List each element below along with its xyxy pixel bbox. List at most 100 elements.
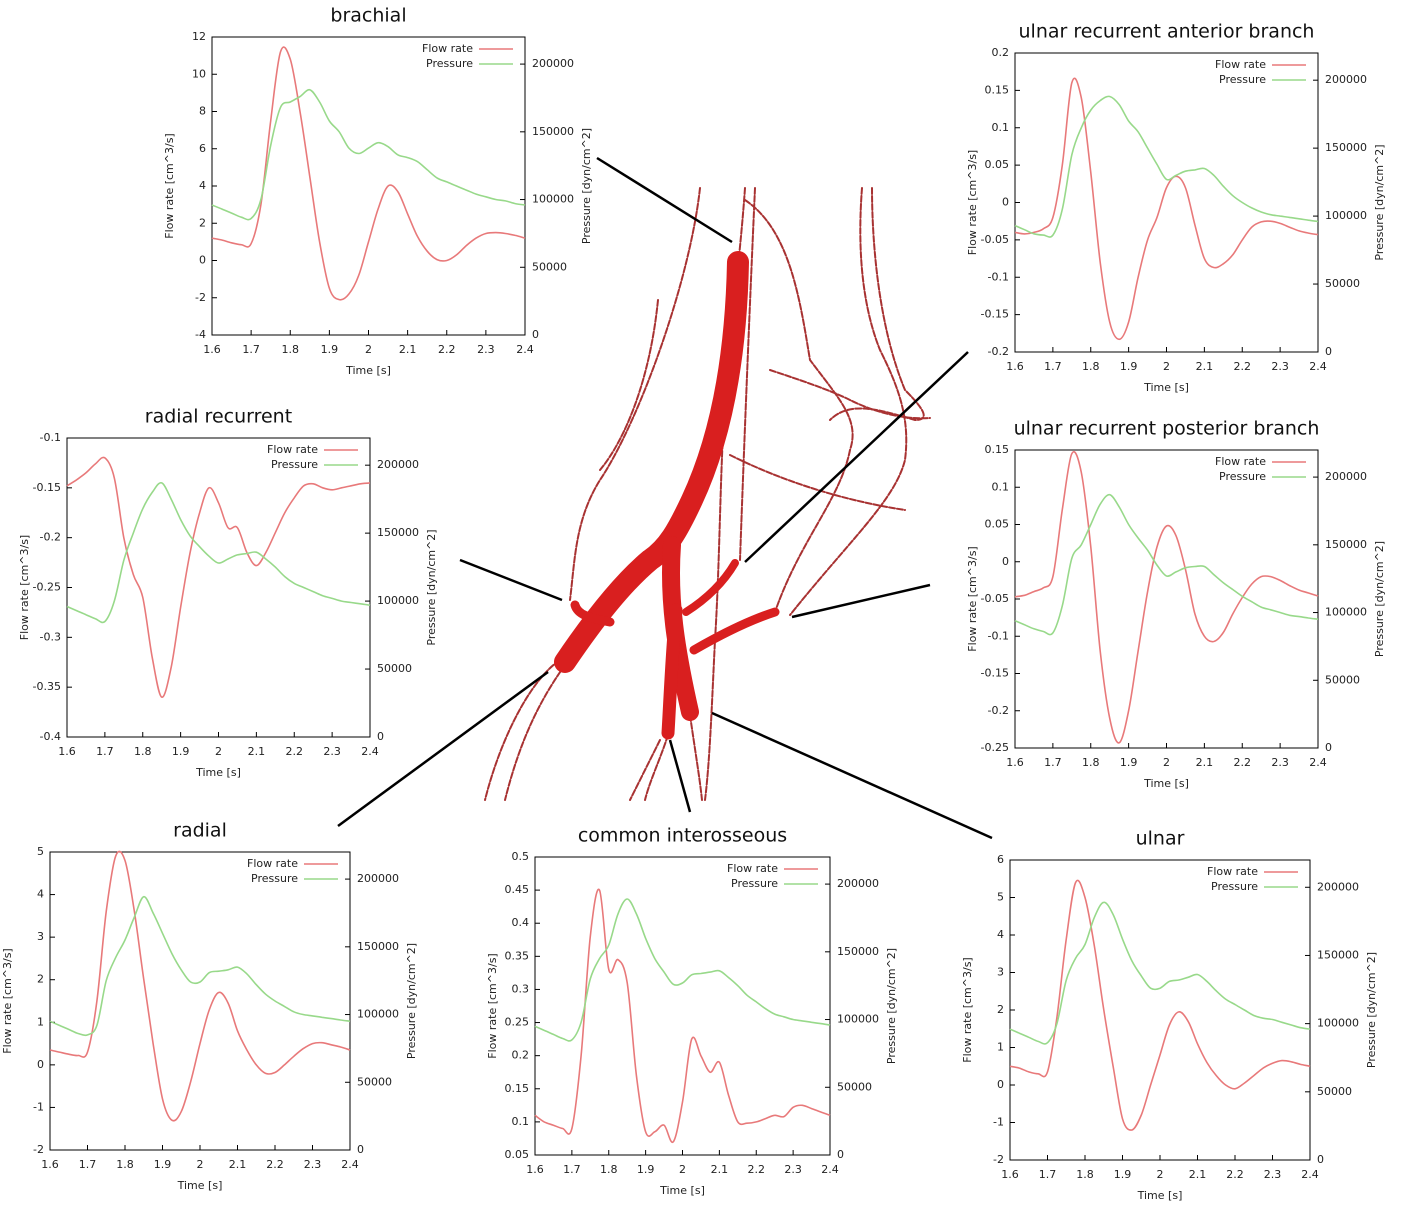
y-tick-label: 8	[199, 105, 206, 118]
y-tick-label: 0.05	[985, 518, 1010, 531]
connector	[711, 711, 993, 840]
chart: radial recurrent -0.4 -0.35 -0.3 -0.25 -0.2 -0…	[18, 406, 438, 780]
x-tick-label: 2	[365, 343, 372, 356]
y-tick-label: 0	[1002, 555, 1009, 568]
y2-axis-label: Pressure [dyn/cm^2]	[405, 943, 418, 1059]
legend-label: Flow rate	[727, 862, 778, 875]
y-tick-label: -0.05	[981, 233, 1009, 246]
x-tick-label: 2.2	[438, 343, 456, 356]
y-tick-label: -2	[195, 291, 206, 304]
x-tick-label: 1.8	[1082, 360, 1100, 373]
legend-label: Pressure	[731, 877, 778, 890]
x-tick-label: 1.7	[79, 1158, 97, 1171]
x-tick-label: 2.2	[1234, 360, 1252, 373]
x-tick-label: 2.3	[304, 1158, 322, 1171]
legend-label: Flow rate	[422, 42, 473, 55]
y-tick-label: 2	[37, 973, 44, 986]
y-tick-label: -0.15	[33, 481, 61, 494]
x-tick-label: 1.6	[1006, 756, 1024, 769]
y-tick-label: 4	[199, 179, 206, 192]
x-tick-label: 1.9	[1114, 1168, 1132, 1181]
y-tick-label: -0.2	[40, 531, 61, 544]
x-tick-label: 1.6	[1006, 360, 1024, 373]
x-tick-label: 2.3	[1271, 360, 1289, 373]
thin-vessel	[504, 664, 566, 801]
y-tick-label: 0.45	[505, 883, 530, 896]
x-tick-label: 1.7	[1044, 756, 1062, 769]
y-tick-label: 0.4	[512, 916, 530, 929]
plot-frame	[1009, 859, 1311, 1161]
y-tick-label: 1	[37, 1015, 44, 1028]
y-axis-label: Flow rate [cm^3/s]	[486, 953, 499, 1058]
y2-tick-label: 0	[357, 1143, 364, 1156]
thin-vessel	[484, 659, 561, 801]
y-tick-label: 0	[997, 1078, 1004, 1091]
y-tick-label: 5	[37, 845, 44, 858]
y2-tick-label: 50000	[1325, 277, 1360, 290]
y-tick-label: -0.15	[981, 308, 1009, 321]
y-tick-label: -0.25	[33, 581, 61, 594]
x-axis-label: Time [s]	[1143, 381, 1189, 394]
connector	[791, 583, 931, 619]
y-tick-label: 0.2	[992, 46, 1010, 59]
legend-label: Flow rate	[1215, 58, 1266, 71]
connector	[668, 739, 692, 813]
thin-vessel	[629, 739, 661, 801]
chart: ulnar recurrent posterior branch -0.25 -0.…	[966, 418, 1386, 791]
thin-vessel	[729, 454, 906, 511]
y-tick-label: -0.1	[988, 270, 1009, 283]
chart: ulnar recurrent anterior branch-0.2-0.15…	[966, 21, 1386, 395]
y-tick-label: -0.4	[40, 730, 61, 743]
y-tick-label: -0.05	[981, 592, 1009, 605]
thin-vessel	[569, 187, 701, 601]
chart-title: brachial	[330, 5, 406, 27]
x-tick-label: 2.1	[229, 1158, 247, 1171]
y-tick-label: 3	[37, 930, 44, 943]
thin-vessel	[644, 734, 669, 801]
y-tick-label: 0	[199, 254, 206, 267]
legend-label: Pressure	[251, 872, 298, 885]
series-line	[1014, 451, 1319, 744]
y-tick-label: 0.05	[505, 1148, 530, 1161]
x-tick-label: 2.2	[748, 1163, 766, 1176]
y-tick-label: 0.25	[505, 1016, 530, 1029]
x-tick-label: 2.1	[1196, 360, 1214, 373]
y-tick-label: 0.35	[505, 949, 530, 962]
y-tick-label: -2	[993, 1153, 1004, 1166]
connector	[337, 670, 549, 828]
x-tick-label: 2.2	[266, 1158, 284, 1171]
y-tick-label: -4	[195, 328, 206, 341]
y-tick-label: 12	[192, 30, 206, 43]
y-tick-label: 0.3	[512, 982, 530, 995]
y2-tick-label: 100000	[357, 1008, 399, 1021]
y-axis-label: Flow rate [cm^3/s]	[961, 957, 974, 1062]
thin-vessels	[484, 187, 931, 801]
x-tick-label: 1.7	[1044, 360, 1062, 373]
y-tick-label: 5	[997, 891, 1004, 904]
y2-tick-label: 0	[1325, 741, 1332, 754]
y-axis-label: Flow rate [cm^3/s]	[966, 150, 979, 255]
plot-frame	[211, 36, 526, 336]
y2-tick-label: 150000	[1325, 141, 1367, 154]
chart-title: radial recurrent	[145, 406, 292, 428]
x-axis-label: Time [s]	[659, 1184, 705, 1197]
chart-title: radial	[173, 820, 227, 842]
y2-axis-label: Pressure [dyn/cm^2]	[1373, 541, 1386, 657]
plot-frame	[1014, 52, 1319, 353]
vessel-illustration	[484, 187, 931, 801]
y-tick-label: 1	[997, 1041, 1004, 1054]
y2-tick-label: 0	[1317, 1153, 1324, 1166]
y-axis-label: Flow rate [cm^3/s]	[1, 948, 14, 1053]
series-line	[66, 481, 371, 624]
main-vessels	[554, 251, 780, 740]
y-tick-label: 0.05	[985, 158, 1010, 171]
y2-tick-label: 100000	[532, 193, 574, 206]
x-tick-label: 1.8	[116, 1158, 134, 1171]
y2-tick-label: 0	[377, 730, 384, 743]
thin-vessel	[689, 714, 703, 801]
x-tick-label: 2	[197, 1158, 204, 1171]
y2-tick-label: 150000	[837, 945, 879, 958]
y2-tick-label: 200000	[1317, 880, 1359, 893]
x-tick-label: 2.2	[1234, 756, 1252, 769]
